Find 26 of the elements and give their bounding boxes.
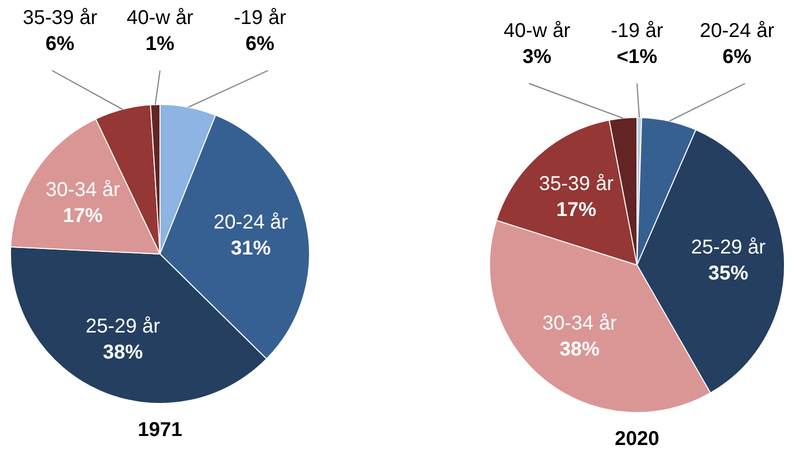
slice-label: 20-24 år	[700, 20, 775, 42]
slice-label: -19 år	[234, 7, 286, 30]
slice-label: 25-29 år	[691, 236, 766, 258]
slice-label: 20-24 år	[213, 212, 288, 234]
slice-label: 30-34 år	[46, 179, 120, 202]
data-label: 6%	[722, 46, 752, 68]
slice-label: 40-w år	[126, 7, 194, 30]
data-label: 6%	[246, 33, 275, 56]
data-label: 17%	[556, 199, 597, 222]
data-label: 35%	[708, 262, 749, 284]
data-label: 6%	[46, 33, 75, 56]
data-label: 38%	[102, 341, 144, 364]
data-label: 1%	[146, 33, 175, 56]
slice-label: 40-w år	[504, 20, 571, 42]
data-label: 31%	[230, 238, 271, 260]
data-label: <1%	[616, 46, 658, 68]
slice-label: 30-34 år	[542, 312, 618, 335]
slice-label: 25-29 år	[86, 315, 160, 338]
data-label: 3%	[522, 46, 552, 68]
data-label: 17%	[62, 205, 104, 228]
slice-label: 35-39 år	[539, 173, 614, 196]
data-label: 38%	[560, 338, 600, 361]
slice-label: 35-39 år	[22, 7, 98, 30]
text: 2020	[614, 428, 660, 450]
slice-label: -19 år	[610, 20, 664, 42]
text: 1971	[138, 419, 182, 442]
